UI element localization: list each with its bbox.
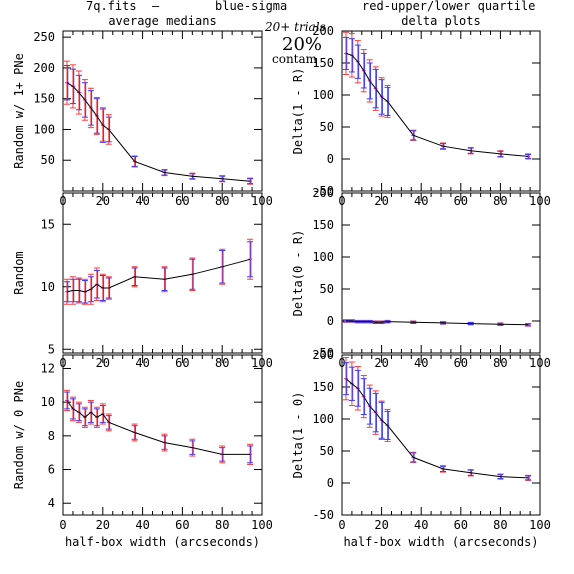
x-tick-label: 60	[454, 518, 468, 532]
y-axis-label: Delta(1 - 0)	[291, 392, 305, 479]
x-tick-label: 0	[338, 518, 345, 532]
y-tick-label: 200	[33, 61, 55, 75]
y-tick-label: 50	[320, 120, 334, 134]
y-tick-label: 100	[312, 88, 334, 102]
y-tick-label: 150	[312, 218, 334, 232]
panel-6: 0 20 40 60 80 100 -50 0 50 100 150 200 half-box widt…	[291, 348, 551, 549]
panel-title: average medians	[108, 14, 216, 28]
plot-frame	[341, 354, 541, 516]
series-line	[66, 258, 251, 293]
y-tick-label: 50	[41, 153, 55, 167]
y-axis-label: Delta(0 - R)	[291, 230, 305, 317]
header: 7q.fits — blue-sigma red-upper/lower qua…	[86, 0, 535, 13]
x-tick-label: 100	[251, 518, 273, 532]
y-tick-label: 0	[327, 314, 334, 328]
y-axis-label: Random	[12, 251, 26, 294]
plot-frame	[62, 192, 263, 354]
x-axis-label: half-box width (arcseconds)	[343, 535, 538, 549]
y-tick-label: 6	[48, 463, 55, 477]
x-tick-label: 80	[493, 518, 507, 532]
series-line	[66, 400, 251, 455]
y-tick-label: 150	[33, 92, 55, 106]
panel-1: 02040608010050100150200250average median…	[12, 14, 273, 208]
y-tick-label: 50	[320, 282, 334, 296]
y-tick-label: 200	[312, 348, 334, 362]
y-tick-label: 250	[33, 30, 55, 44]
plot-frame	[341, 30, 541, 192]
annotation-trials: 20+ trials	[264, 20, 326, 34]
series-line	[345, 378, 529, 479]
y-tick-label: -50	[312, 184, 334, 198]
header-red-quartile-label: red-upper/lower quartile	[362, 0, 535, 13]
annotation: 20+ trials 20% contam	[264, 20, 326, 66]
y-tick-label: 50	[320, 444, 334, 458]
x-axis-label: half-box width (arcseconds)	[65, 535, 260, 549]
series-line	[345, 52, 529, 157]
plot-frame	[62, 354, 263, 516]
y-tick-label: 10	[41, 395, 55, 409]
y-tick-label: 0	[327, 476, 334, 490]
y-tick-label: 4	[48, 496, 55, 510]
panel-title: delta plots	[401, 14, 480, 28]
y-tick-label: 150	[312, 56, 334, 70]
y-tick-label: 100	[312, 250, 334, 264]
annotation-contam-word: contam	[272, 52, 318, 66]
header-filename: 7q.fits	[86, 0, 137, 13]
header-blue-sigma-label: blue-sigma	[215, 0, 287, 13]
y-axis-label: Random w/ 0 PNe	[12, 381, 26, 489]
header-dash: —	[152, 0, 160, 13]
x-tick-label: 60	[175, 518, 189, 532]
x-tick-label: 40	[135, 518, 149, 532]
annotation-contam-pct: 20%	[282, 34, 322, 55]
y-tick-label: 100	[33, 122, 55, 136]
y-axis-label: Random w/ 1+ PNe	[12, 53, 26, 169]
series-line	[66, 82, 251, 182]
y-tick-label: 0	[327, 152, 334, 166]
panel-2: 02040608010051015Random	[12, 192, 273, 370]
y-tick-label: 200	[312, 186, 334, 200]
y-axis-label: Delta(1 - R)	[291, 68, 305, 155]
x-tick-label: 20	[374, 518, 388, 532]
y-tick-label: -50	[312, 508, 334, 522]
x-tick-label: 0	[59, 518, 66, 532]
y-tick-label: 12	[41, 361, 55, 375]
plot-frame	[341, 192, 541, 354]
y-tick-label: 100	[312, 412, 334, 426]
x-tick-label: 100	[529, 518, 551, 532]
y-tick-label: 150	[312, 380, 334, 394]
chart-panels: 02040608010050100150200250average median…	[12, 14, 551, 549]
panel-3: 0 20 40 60 80 100 4 6 8 10 12 half-box width (arcse…	[12, 354, 273, 549]
series-line	[346, 320, 529, 326]
x-tick-label: 40	[414, 518, 428, 532]
y-tick-label: 10	[41, 280, 55, 294]
y-tick-label: -50	[312, 346, 334, 360]
y-tick-label: 5	[48, 342, 55, 356]
y-tick-label: 8	[48, 429, 55, 443]
x-tick-label: 80	[215, 518, 229, 532]
y-tick-label: 15	[41, 217, 55, 231]
x-tick-label: 20	[96, 518, 110, 532]
y-tick-label: 200	[312, 24, 334, 38]
